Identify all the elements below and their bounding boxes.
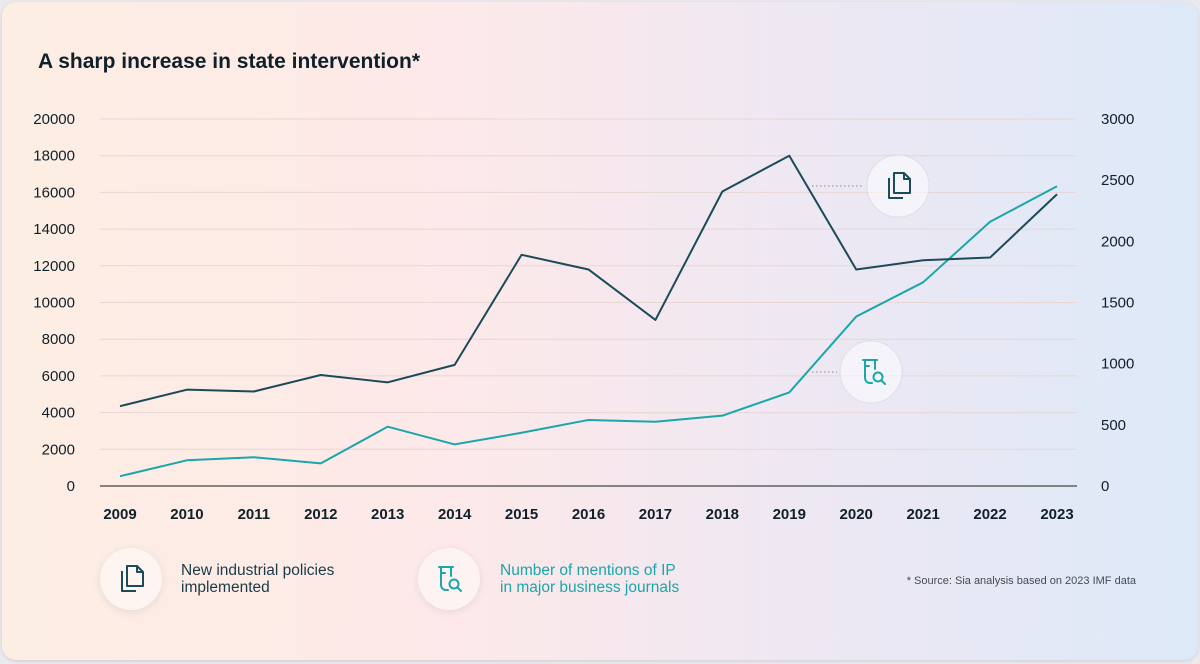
y-right-tick-label: 500 <box>1101 417 1126 434</box>
test-tube-search-icon <box>862 359 886 385</box>
y-right-tick-label: 1000 <box>1101 356 1134 373</box>
x-tick-label: 2010 <box>170 506 203 523</box>
source-note: * Source: Sia analysis based on 2023 IMF… <box>906 575 1136 587</box>
x-tick-label: 2017 <box>639 506 672 523</box>
y-left-tick-label: 16000 <box>33 184 75 201</box>
y-right-tick-label: 2000 <box>1101 233 1134 250</box>
y-left-tick-label: 20000 <box>33 111 75 128</box>
y-left-tick-label: 2000 <box>42 441 75 458</box>
document-copy-icon <box>888 172 911 199</box>
y-right-tick-label: 0 <box>1101 478 1109 495</box>
y-left-tick-label: 14000 <box>33 221 75 238</box>
mentions-callout-badge <box>839 340 903 404</box>
y-left-tick-label: 12000 <box>33 258 75 275</box>
document-copy-icon <box>121 565 144 592</box>
x-tick-label: 2009 <box>103 506 136 523</box>
x-tick-label: 2022 <box>973 506 1006 523</box>
x-tick-label: 2020 <box>840 506 873 523</box>
y-left-tick-label: 10000 <box>33 295 75 312</box>
y-left-tick-label: 8000 <box>42 331 75 348</box>
x-tick-label: 2013 <box>371 506 404 523</box>
legend-policies-icon-badge <box>100 548 162 610</box>
x-tick-label: 2011 <box>238 506 271 523</box>
y-left-tick-label: 6000 <box>42 368 75 385</box>
test-tube-search-icon <box>438 566 462 592</box>
x-tick-label: 2023 <box>1040 506 1073 523</box>
y-left-tick-label: 0 <box>67 478 75 495</box>
legend-mentions-label: Number of mentions of IP in major busine… <box>500 562 680 596</box>
x-tick-label: 2014 <box>438 506 472 523</box>
chart-title: A sharp increase in state intervention* <box>38 50 421 73</box>
x-tick-label: 2015 <box>505 506 538 523</box>
y-left-tick-label: 4000 <box>42 405 75 422</box>
y-right-tick-label: 2500 <box>1101 172 1134 189</box>
x-tick-label: 2012 <box>304 506 337 523</box>
x-tick-label: 2019 <box>773 506 806 523</box>
y-left-tick-label: 18000 <box>33 148 75 165</box>
y-right-tick-label: 3000 <box>1101 111 1134 128</box>
legend-policies-label: New industrial policies implemented <box>181 562 335 596</box>
y-right-tick-label: 1500 <box>1101 295 1134 312</box>
policies-callout-badge <box>866 154 930 218</box>
legend-mentions-icon-badge <box>418 548 480 610</box>
series-line-mentions <box>119 185 1058 478</box>
series-line-policies <box>119 154 1058 408</box>
x-tick-label: 2021 <box>906 506 939 523</box>
x-tick-label: 2018 <box>706 506 739 523</box>
x-tick-label: 2016 <box>572 506 605 523</box>
